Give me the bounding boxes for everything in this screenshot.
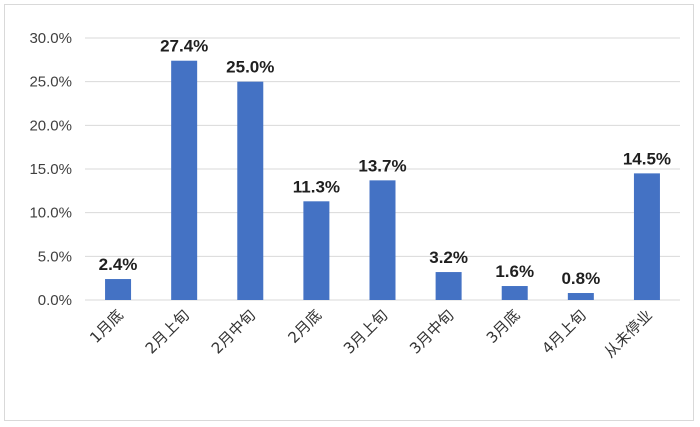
bars	[105, 60, 660, 301]
y-tick-label: 5.0%	[38, 248, 72, 265]
bar	[105, 279, 132, 300]
data-label: 0.8%	[561, 269, 600, 288]
category-label: 2月底	[285, 306, 326, 347]
category-label: 4月上旬	[538, 306, 589, 357]
y-tick-label: 20.0%	[29, 117, 72, 134]
data-label: 13.7%	[358, 156, 406, 175]
y-tick-label: 25.0%	[29, 74, 72, 91]
y-axis-tick-labels: 0.0% 5.0% 10.0% 15.0% 20.0% 25.0% 30.0%	[29, 30, 72, 309]
category-label: 1月底	[86, 306, 127, 347]
x-axis-category-labels: 1月底 2月上旬 2月中旬 2月底 3月上旬 3月中旬 3月底 4月上旬 从未停业	[86, 306, 656, 361]
data-label: 11.3%	[293, 177, 340, 196]
category-label: 从未停业	[601, 306, 656, 361]
data-labels: 2.4% 27.4% 25.0% 11.3% 13.7% 3.2% 1.6% 0.8% 14.5…	[99, 37, 671, 288]
category-label: 3月底	[483, 306, 524, 347]
bar	[435, 272, 462, 300]
bar	[237, 81, 264, 301]
category-label: 2月中旬	[208, 306, 259, 357]
category-label: 3月中旬	[406, 306, 457, 357]
data-label: 3.2%	[429, 248, 468, 267]
y-tick-label: 30.0%	[29, 30, 72, 47]
y-tick-label: 10.0%	[29, 205, 72, 222]
bar	[171, 60, 198, 300]
data-label: 25.0%	[226, 58, 274, 77]
y-tick-label: 15.0%	[29, 161, 72, 178]
y-tick-label: 0.0%	[38, 292, 72, 309]
bar	[567, 293, 594, 300]
category-label: 3月上旬	[340, 306, 391, 357]
category-label: 2月上旬	[142, 306, 193, 357]
data-label: 27.4%	[160, 37, 208, 56]
bar	[633, 173, 660, 300]
bar	[303, 201, 330, 300]
bar	[369, 180, 396, 300]
data-label: 14.5%	[623, 149, 671, 168]
data-label: 2.4%	[99, 255, 138, 274]
bar	[501, 286, 528, 300]
data-label: 1.6%	[495, 262, 534, 281]
